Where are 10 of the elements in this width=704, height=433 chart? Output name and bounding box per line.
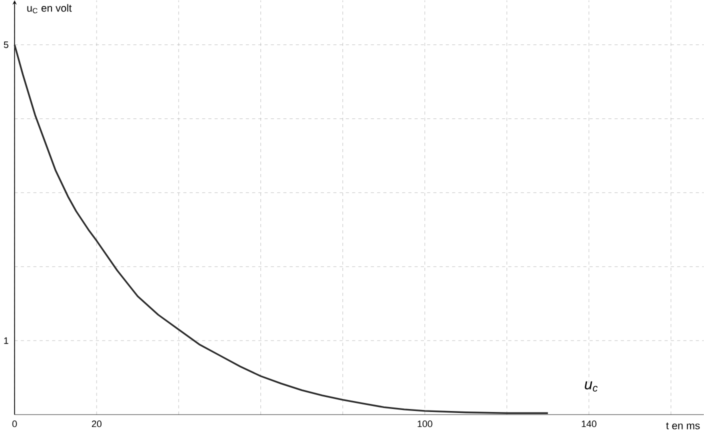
y-tick-label: 5 — [4, 42, 8, 48]
x-tick-label: 20 — [92, 420, 102, 428]
y-axis-title: u$_{C}$ en volt — [27, 4, 72, 14]
text: u$_{c}$ — [584, 381, 598, 392]
line-series — [14, 44, 549, 414]
x-axis-title: t en ms — [666, 422, 700, 430]
x-tick-label: 100 — [418, 420, 432, 428]
x-tick-label: 0 — [12, 420, 17, 428]
x-tick-label: 140 — [582, 420, 596, 428]
y-tick-label: 1 — [4, 338, 8, 344]
